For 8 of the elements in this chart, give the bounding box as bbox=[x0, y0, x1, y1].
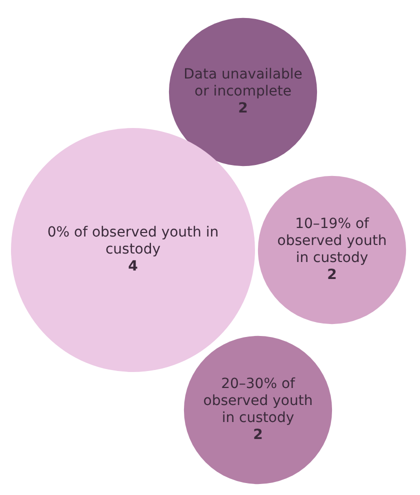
data-label: 2 bbox=[327, 267, 337, 284]
category-label: 0% of observed youth in custody bbox=[47, 224, 219, 258]
data-label: 2 bbox=[253, 427, 263, 444]
category-label: Data unavailable or incomplete bbox=[184, 66, 302, 100]
data-label: 4 bbox=[128, 258, 138, 275]
category-label: 20–30% of observed youth in custody bbox=[203, 376, 313, 426]
category-label: 10–19% of observed youth in custody bbox=[277, 216, 387, 266]
data-label: 2 bbox=[238, 100, 248, 117]
